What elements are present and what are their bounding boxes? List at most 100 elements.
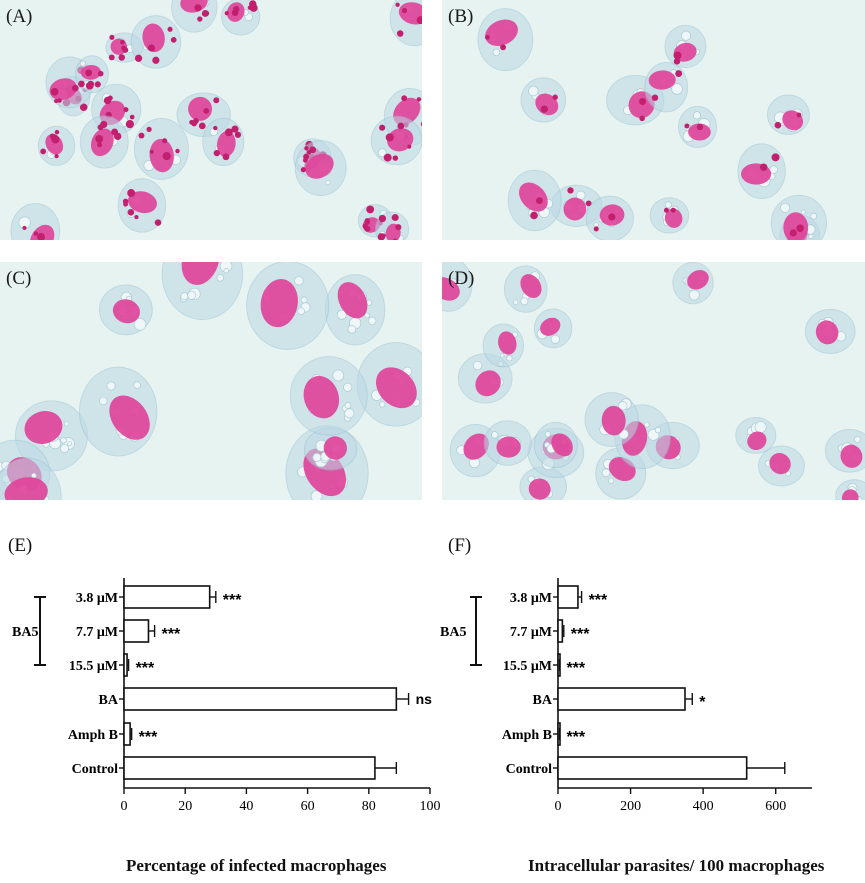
intracellular-parasite: [97, 124, 104, 131]
intracellular-parasite: [500, 44, 506, 51]
intracellular-parasite: [123, 107, 129, 113]
intracellular-parasite: [170, 37, 177, 43]
intracellular-parasite: [309, 146, 317, 154]
cell-vacuole: [325, 179, 331, 186]
intracellular-parasite: [85, 69, 93, 77]
cell-nucleus: [181, 262, 220, 285]
intracellular-parasite: [224, 128, 233, 137]
cell-vacuole: [133, 317, 147, 331]
intracellular-parasite: [420, 121, 422, 127]
intracellular-parasite: [49, 133, 56, 139]
cell-nucleus: [260, 279, 298, 328]
intracellular-parasite: [154, 219, 162, 226]
significance-label: ns: [416, 691, 433, 707]
category-label: 15.5 μM: [69, 659, 118, 674]
x-tick-label: 60: [301, 799, 315, 814]
intracellular-parasite: [54, 129, 60, 135]
cell-nucleus: [563, 197, 587, 221]
cell-vacuole: [800, 209, 806, 215]
intracellular-parasite: [213, 149, 220, 157]
chart-e-xlabel: Percentage of infected macrophages: [126, 856, 387, 875]
micrograph-c: (C): [0, 262, 422, 500]
intracellular-parasite: [484, 34, 490, 40]
cell-nucleus: [648, 70, 676, 90]
micrograph-a: (A): [0, 0, 422, 240]
intracellular-parasite: [392, 238, 398, 240]
intracellular-parasite: [213, 97, 220, 104]
cell-nucleus: [305, 153, 334, 179]
intracellular-parasite: [78, 80, 85, 88]
intracellular-parasite: [189, 119, 195, 125]
intracellular-parasite: [95, 134, 104, 143]
intracellular-parasite: [771, 153, 780, 162]
cell-nucleus: [840, 444, 863, 468]
intracellular-parasite: [416, 97, 422, 102]
category-label: 7.7 μM: [510, 625, 552, 640]
intracellular-parasite: [222, 153, 230, 161]
intracellular-parasite: [167, 26, 173, 32]
intracellular-parasite: [122, 46, 129, 53]
intracellular-parasite: [303, 153, 310, 160]
cell-vacuole: [608, 477, 615, 484]
intracellular-parasite: [37, 232, 46, 240]
intracellular-parasite: [651, 94, 659, 101]
panel-label-d: (D): [448, 268, 475, 289]
cell-nucleus: [188, 96, 213, 121]
intracellular-parasite: [789, 229, 797, 237]
cell-vacuole: [332, 369, 345, 382]
intracellular-parasite: [127, 189, 136, 198]
intracellular-parasite: [203, 107, 210, 114]
bar: [123, 653, 128, 677]
cell-vacuole: [618, 401, 628, 411]
intracellular-parasite: [401, 7, 408, 14]
cell-nucleus: [216, 131, 236, 157]
cell-nucleus: [24, 410, 63, 444]
cell-nucleus: [149, 138, 174, 173]
micrograph-d: (D): [442, 262, 865, 500]
panel-label-f: (F): [448, 535, 472, 556]
intracellular-parasite: [535, 197, 543, 205]
intracellular-parasite: [71, 84, 79, 92]
cell-vacuole: [601, 468, 611, 478]
intracellular-parasite: [79, 103, 88, 112]
intracellular-parasite: [108, 54, 115, 61]
cell-nucleus: [90, 128, 114, 157]
micrograph-b-image: [442, 0, 865, 240]
cell-vacuole: [506, 355, 513, 362]
cell-vacuole: [491, 431, 499, 439]
intracellular-parasite: [391, 214, 399, 222]
intracellular-parasite: [152, 56, 160, 64]
intracellular-parasite: [175, 148, 180, 154]
intracellular-parasite: [198, 122, 206, 130]
cell-vacuole: [59, 444, 69, 454]
intracellular-parasite: [385, 133, 394, 142]
category-label: Amph B: [68, 728, 118, 743]
significance-label: ***: [223, 592, 242, 609]
cell-nucleus: [463, 433, 489, 460]
intracellular-parasite: [585, 200, 592, 207]
bar: [123, 687, 398, 711]
panel-label-c: (C): [6, 268, 32, 289]
intracellular-parasite: [138, 132, 145, 139]
cell-nucleus: [601, 405, 626, 436]
intracellular-parasite: [54, 153, 59, 159]
cell-vacuole: [223, 268, 229, 274]
micrograph-a-image: [0, 0, 422, 240]
intracellular-parasite: [197, 16, 203, 22]
x-tick-label: 200: [620, 799, 641, 814]
intracellular-parasite: [118, 54, 126, 61]
intracellular-parasite: [125, 120, 134, 129]
cell-nucleus: [540, 317, 561, 336]
significance-label: *: [699, 694, 706, 711]
intracellular-parasite: [567, 187, 574, 194]
cell-nucleus: [519, 182, 548, 212]
intracellular-parasite: [796, 224, 804, 232]
panel-label-a: (A): [6, 6, 33, 27]
intracellular-parasite: [300, 167, 306, 173]
cell-nucleus: [127, 191, 157, 214]
cell-vacuole: [294, 276, 304, 286]
cell-nucleus: [4, 477, 48, 500]
cell-vacuole: [472, 360, 483, 371]
cell-vacuole: [379, 401, 386, 408]
intracellular-parasite: [147, 44, 155, 52]
